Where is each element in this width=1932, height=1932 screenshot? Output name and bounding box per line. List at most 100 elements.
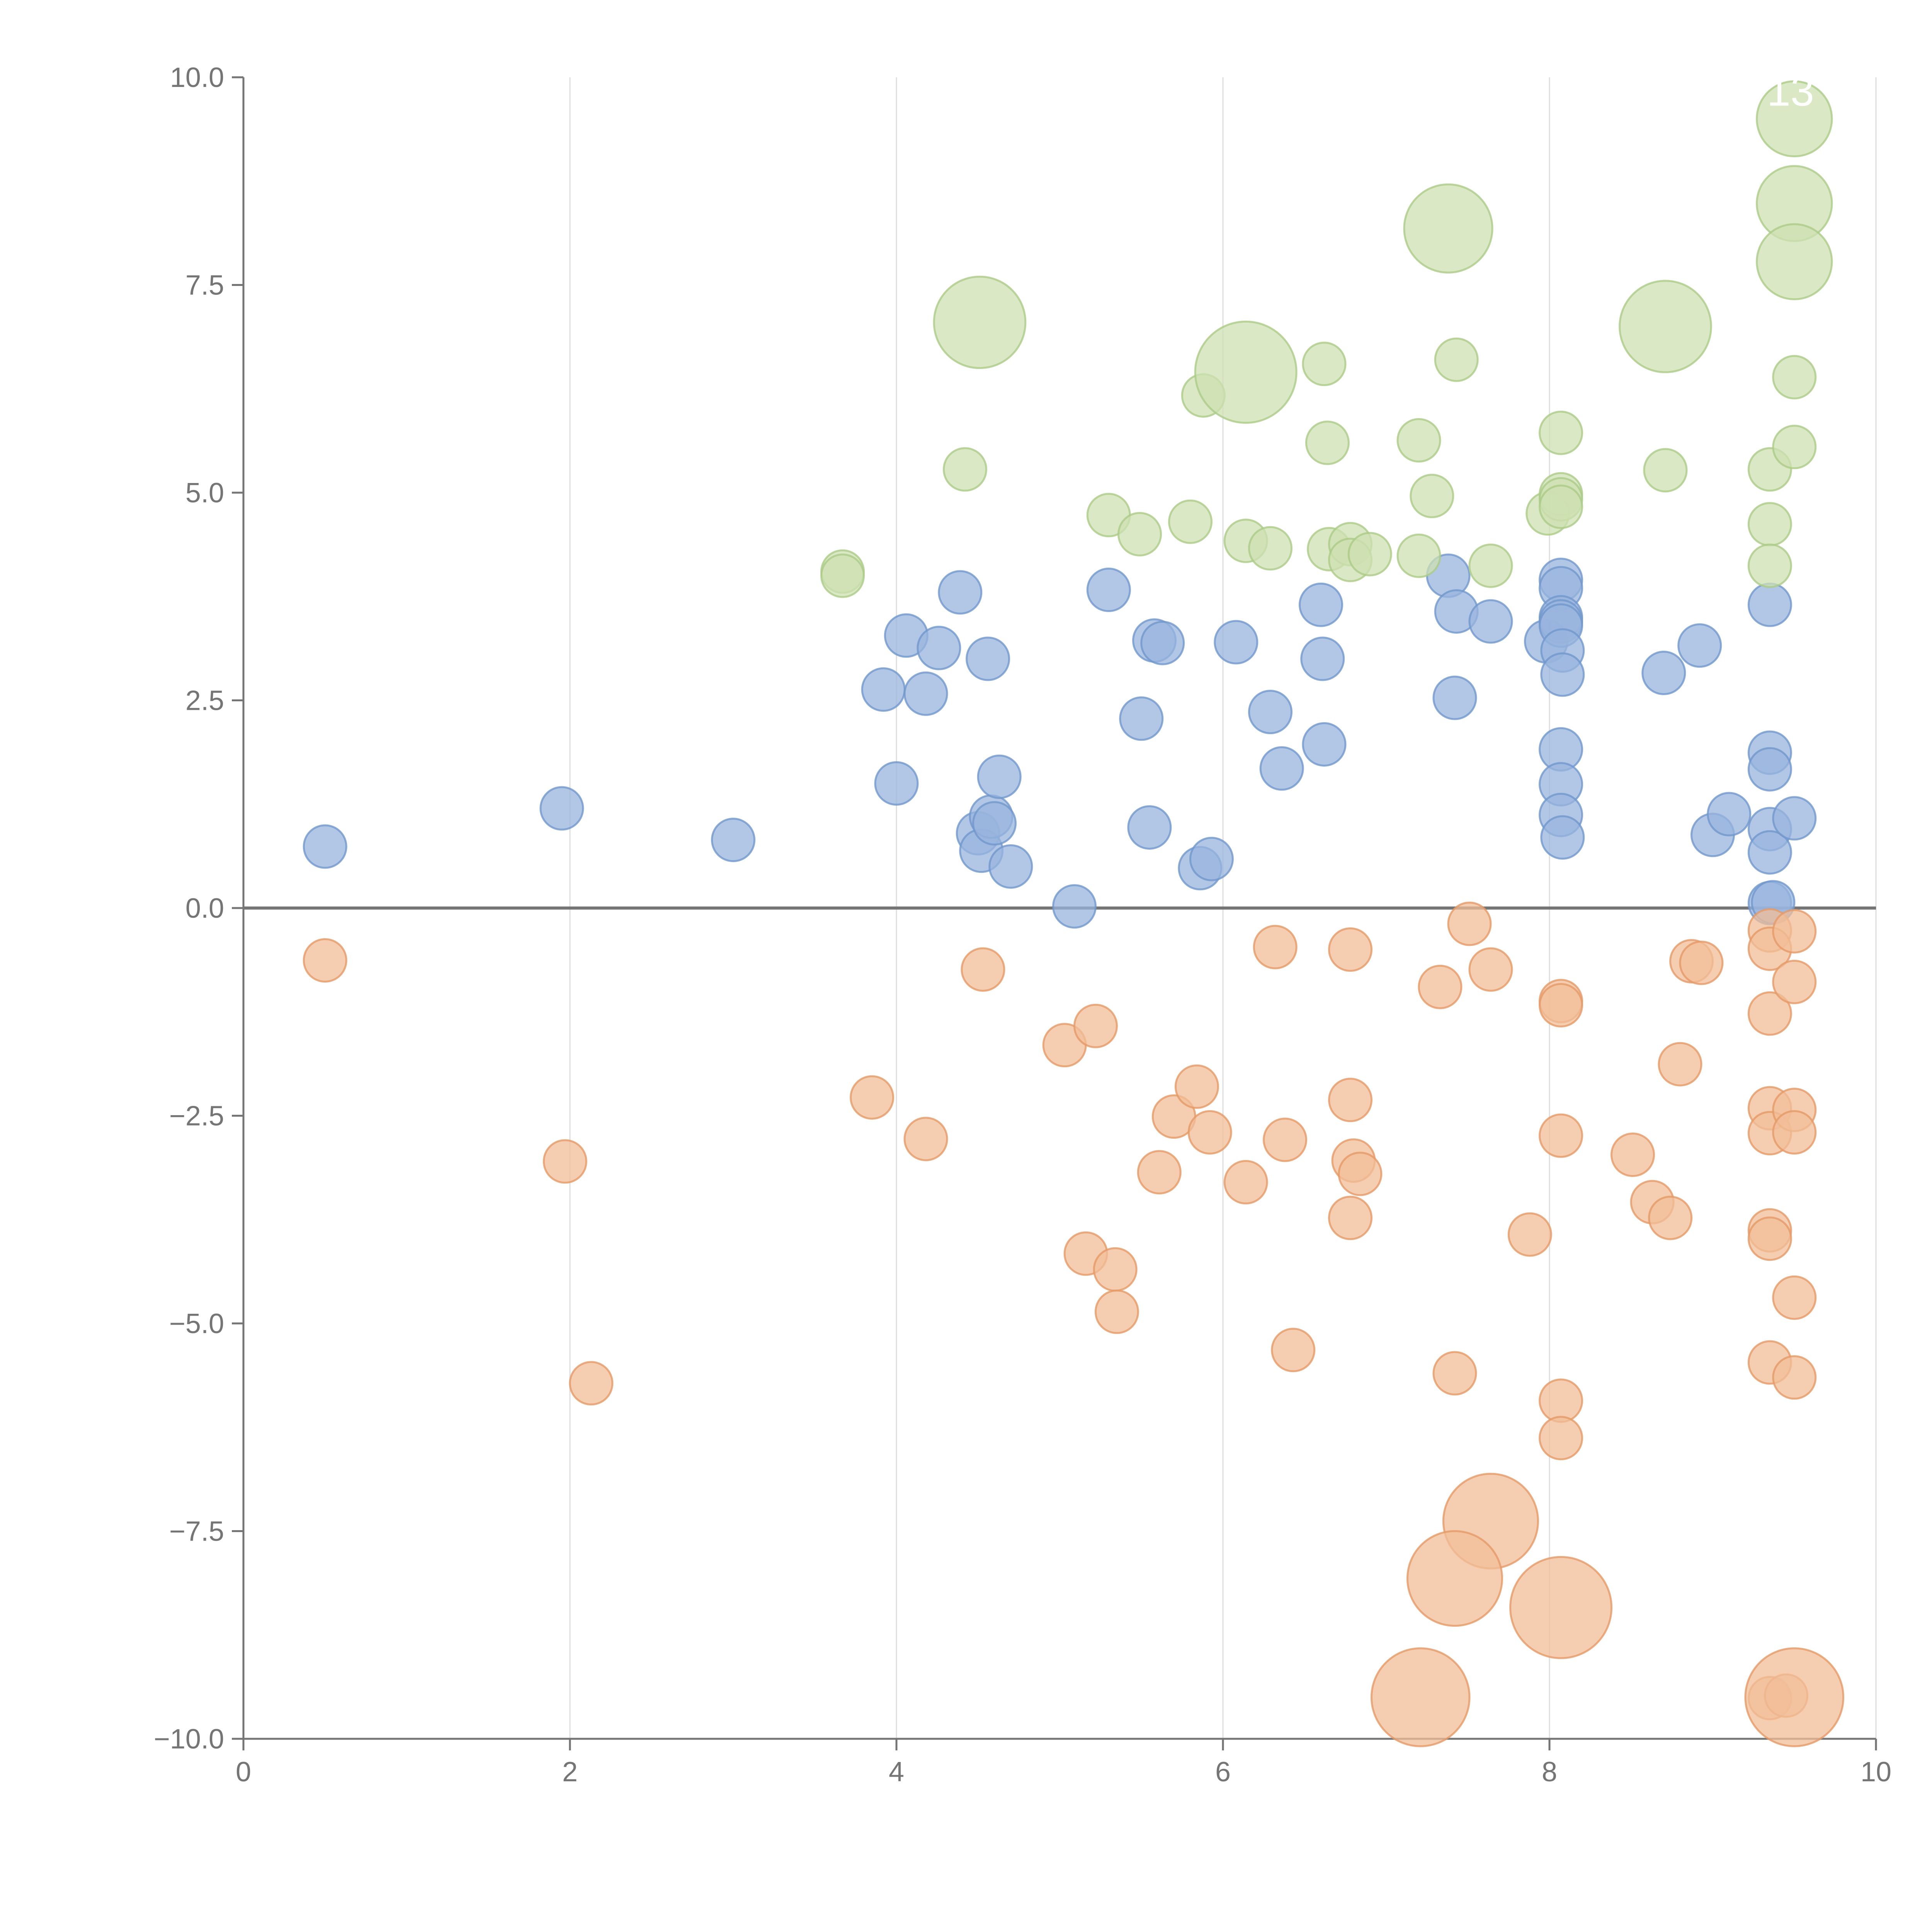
point-s1-26 [1468, 947, 1513, 992]
point-s1-13 [1174, 1064, 1219, 1109]
point-s0-50 [1747, 582, 1792, 627]
point-s1-11 [1137, 1150, 1182, 1195]
point-s0-19 [1127, 805, 1172, 850]
x-tick-label-2: 4 [889, 1757, 904, 1787]
large-bubble-8 [1406, 1530, 1503, 1627]
point-s2-2 [942, 447, 987, 492]
point-s1-16 [1253, 925, 1298, 969]
point-s0-11 [966, 636, 1010, 681]
point-s1-3 [850, 1075, 895, 1120]
point-s0-17 [1086, 568, 1131, 612]
point-s1-15 [1223, 1160, 1268, 1204]
point-s0-26 [1259, 746, 1304, 791]
large-bubble-10 [1370, 1647, 1471, 1747]
point-s0-15 [988, 844, 1033, 889]
large-bubble-2 [1403, 183, 1493, 274]
point-s0-57 [1772, 796, 1817, 841]
point-s0-33 [1468, 599, 1513, 644]
point-s1-48 [1772, 909, 1817, 954]
point-s2-19 [1468, 543, 1513, 588]
point-s1-51 [1772, 1110, 1817, 1155]
large-bubble-11 [1744, 1647, 1844, 1747]
large-bubble-3 [1619, 280, 1712, 373]
point-s1-34 [1610, 1133, 1655, 1177]
point-s2-18 [1434, 337, 1479, 382]
y-tick-label-3: 2.5 [185, 685, 224, 716]
data-points: 13 [303, 67, 1844, 1747]
point-s1-4 [903, 1117, 948, 1162]
point-s1-49 [1772, 959, 1817, 1004]
point-s0-25 [1248, 690, 1293, 735]
point-s0-52 [1747, 747, 1792, 792]
point-s1-53 [1772, 1355, 1817, 1400]
point-s1-17 [1263, 1117, 1308, 1162]
point-s2-1 [820, 553, 865, 598]
y-tick-label-5: −2.5 [169, 1101, 224, 1132]
point-s0-8 [938, 570, 983, 615]
point-s1-24 [1418, 964, 1463, 1009]
x-tick-label-5: 10 [1861, 1757, 1891, 1787]
y-tick-label-6: −5.0 [169, 1308, 224, 1339]
point-s0-13 [972, 801, 1017, 846]
point-s1-37 [1658, 1042, 1702, 1087]
point-s0-46 [1641, 651, 1686, 696]
point-s2-16 [1396, 533, 1441, 578]
point-s0-16 [1052, 884, 1097, 929]
point-s2-14 [1347, 532, 1392, 577]
point-s1-31 [1539, 1113, 1583, 1158]
point-s1-18 [1271, 1328, 1316, 1372]
point-s2-27 [1747, 502, 1792, 547]
point-s1-52 [1772, 1275, 1817, 1320]
point-s0-31 [1432, 675, 1477, 720]
point-s1-25 [1447, 901, 1492, 946]
point-s1-7 [1073, 1003, 1118, 1048]
point-s1-0 [303, 938, 347, 983]
point-s1-28 [1507, 1212, 1552, 1257]
point-s2-4 [1117, 512, 1162, 556]
point-s2-10 [1305, 420, 1350, 465]
point-s0-45 [1540, 815, 1585, 860]
point-s0-6 [903, 671, 948, 716]
y-tick-label-8: −10.0 [154, 1724, 224, 1755]
point-s1-46 [1747, 1216, 1792, 1261]
point-s1-33 [1539, 1416, 1583, 1461]
y-tick-label-1: 7.5 [185, 270, 224, 301]
point-s0-23 [1189, 837, 1234, 881]
point-s0-49 [1707, 792, 1752, 837]
point-s1-22 [1338, 1151, 1383, 1196]
point-s0-4 [874, 761, 919, 806]
y-tick-label-0: 10.0 [170, 62, 224, 93]
x-tick-label-0: 0 [236, 1757, 251, 1787]
point-s0-21 [1140, 621, 1185, 665]
large-bubble-6 [1756, 223, 1833, 300]
point-s0-24 [1214, 620, 1259, 665]
point-s0-1 [539, 786, 584, 831]
x-tick-label-1: 2 [562, 1757, 578, 1787]
point-s1-1 [543, 1139, 587, 1184]
point-s0-41 [1540, 652, 1585, 697]
large-bubble-9 [1509, 1556, 1613, 1659]
point-s2-5 [1168, 499, 1213, 544]
point-s2-8 [1248, 526, 1293, 571]
tick-labels: 0 2 4 6 8 10 10.0 7.5 5.0 2.5 0.0 −2.5 −5.0 −7.5 −10.0 [154, 62, 1891, 1787]
large-bubble-1 [1194, 320, 1298, 424]
x-tick-label-3: 6 [1215, 1757, 1231, 1787]
point-s1-9 [1093, 1247, 1138, 1292]
point-s1-27 [1432, 1351, 1477, 1396]
point-s0-14 [977, 754, 1022, 799]
point-s1-19 [1328, 927, 1373, 972]
point-s2-21 [1539, 410, 1583, 455]
point-s1-14 [1187, 1110, 1232, 1155]
point-s0-54 [1747, 830, 1792, 875]
point-s2-25 [1643, 448, 1688, 493]
point-s0-47 [1677, 623, 1722, 668]
point-s1-42 [1747, 991, 1792, 1036]
point-s2-28 [1747, 543, 1792, 588]
large-bubble-label-4: 13 [1767, 67, 1814, 115]
point-s0-28 [1300, 636, 1345, 681]
point-s2-24 [1539, 485, 1583, 529]
point-s1-5 [961, 947, 1005, 992]
point-s1-36 [1648, 1196, 1693, 1240]
point-s0-0 [303, 824, 347, 869]
